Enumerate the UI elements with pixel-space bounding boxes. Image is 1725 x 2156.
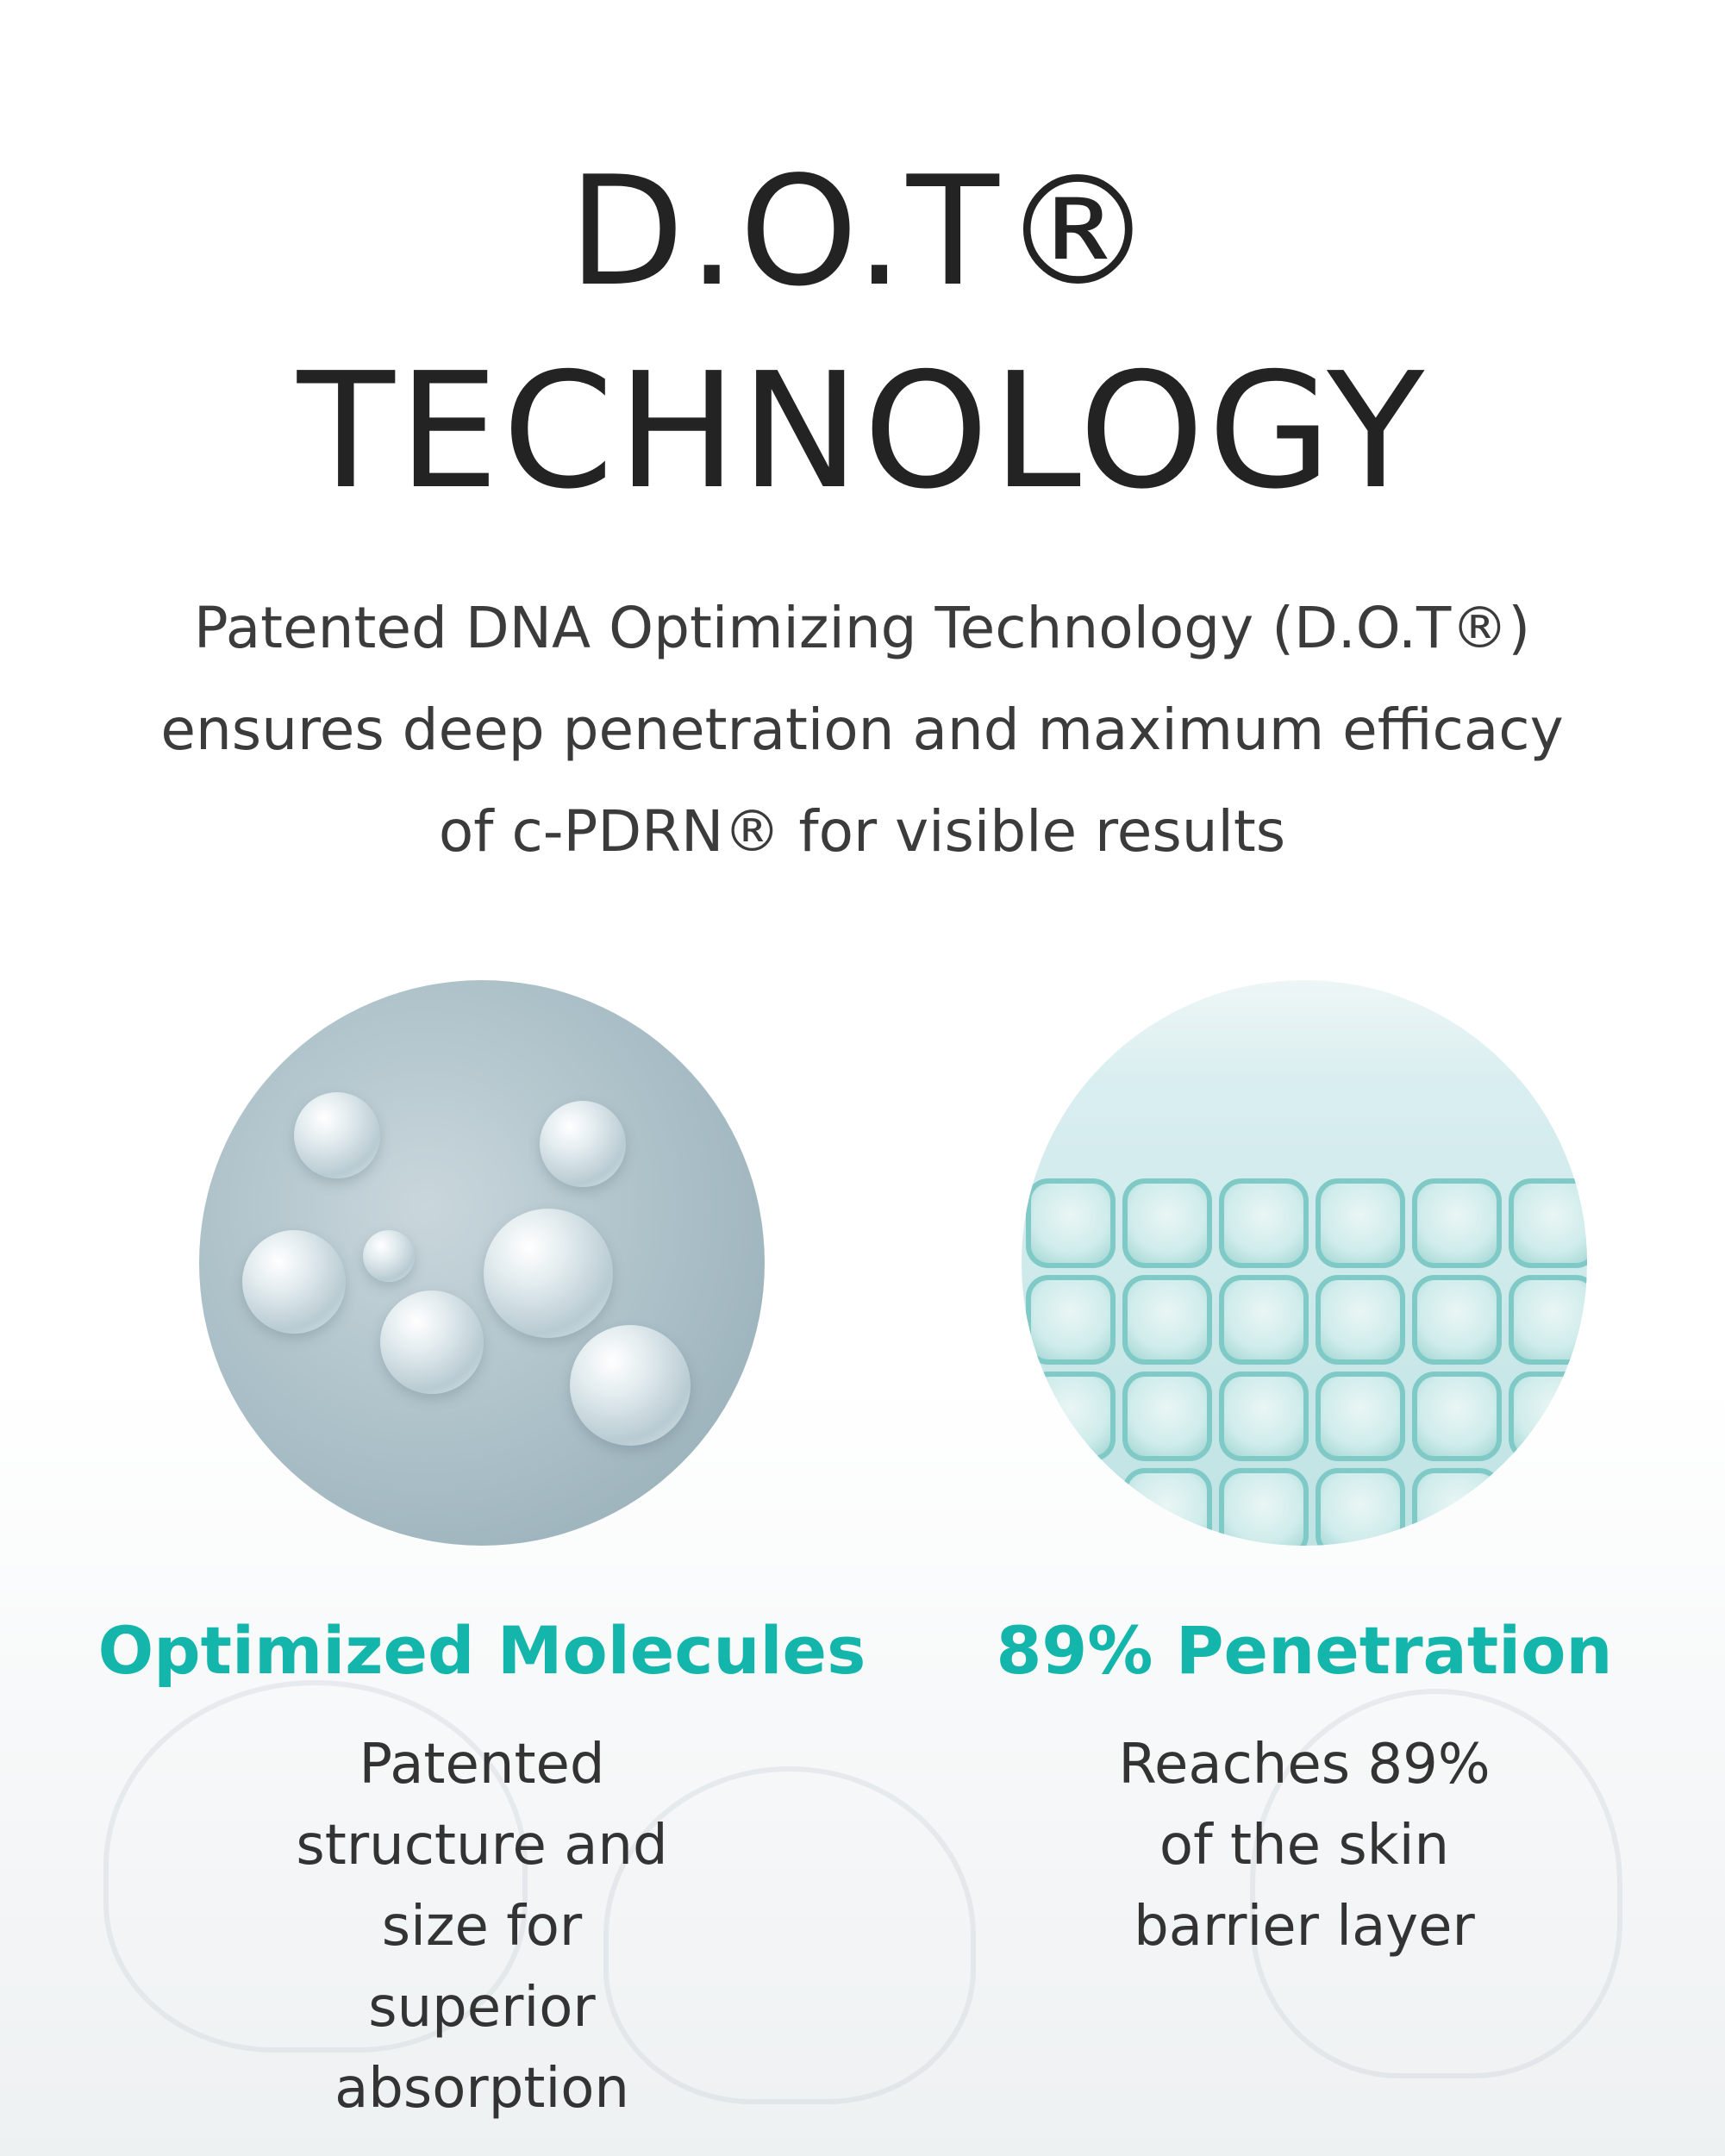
- title-technology: TECHNOLOGY: [297, 338, 1428, 524]
- cell-shape: [1026, 1275, 1116, 1365]
- cell-shape: [1316, 1468, 1405, 1546]
- feature-optimized-molecules: Optimized Molecules Patented structure a…: [94, 1612, 870, 2129]
- cell-shape: [1509, 1468, 1587, 1546]
- feature-heading: 89% Penetration: [996, 1612, 1613, 1689]
- feature-text: Reaches 89% of the skin barrier layer: [1118, 1733, 1491, 1959]
- feature-text: Patented structure and size for superior…: [296, 1733, 668, 2121]
- cell-shape: [1219, 1468, 1309, 1546]
- title-dot: D.O.T®: [568, 145, 1157, 320]
- flask-shape: [603, 1766, 976, 2104]
- cell-shape: [1219, 1275, 1309, 1365]
- feature-heading: Optimized Molecules: [97, 1612, 866, 1689]
- cell-shape: [1316, 1178, 1405, 1268]
- cell-shape: [1509, 1275, 1587, 1365]
- cell-shape: [1122, 1275, 1212, 1365]
- cell-shape: [1412, 1275, 1502, 1365]
- skin-cells-image: (function(){ const c=document.currentScr…: [1022, 980, 1587, 1546]
- cell-shape: [1509, 1178, 1587, 1268]
- cell-shape: [1219, 1372, 1309, 1461]
- cell-shape: [1122, 1178, 1212, 1268]
- cell-shape: [1122, 1372, 1212, 1461]
- cell-shape: [1026, 1468, 1116, 1546]
- cell-shape: [1412, 1372, 1502, 1461]
- cell-shape: [1026, 1372, 1116, 1461]
- cell-shape: [1412, 1178, 1502, 1268]
- cell-shape: [1412, 1468, 1502, 1546]
- cell-shape: [1026, 1178, 1116, 1268]
- cell-shape: [1509, 1372, 1587, 1461]
- description: Patented DNA Optimizing Technology (D.O.…: [160, 595, 1564, 865]
- flask-shape: [1250, 1689, 1622, 2078]
- flask-shape: [103, 1680, 528, 2053]
- cell-shape: [1316, 1275, 1405, 1365]
- cell-shape: [1316, 1372, 1405, 1461]
- cell-shape: [1219, 1178, 1309, 1268]
- cell-shape: [1122, 1468, 1212, 1546]
- feature-penetration: 89% Penetration Reaches 89% of the skin …: [916, 1612, 1692, 1967]
- molecule-image: [199, 980, 765, 1546]
